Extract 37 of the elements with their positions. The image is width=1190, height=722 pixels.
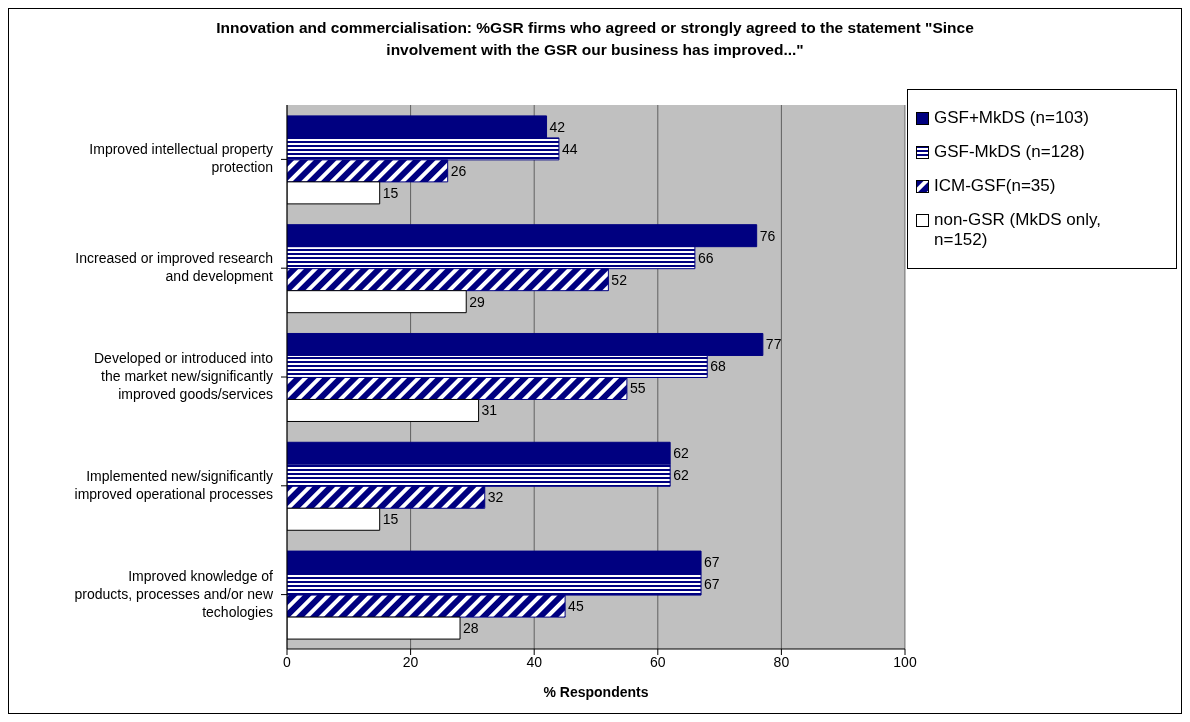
y-tick-label: Improved intellectual property protection [89,141,273,176]
x-tick-label: 20 [402,653,419,670]
legend-label: GSF+MkDS (n=103) [934,108,1090,128]
data-label: 67 [704,576,720,593]
data-label: 76 [759,227,776,244]
y-tick-label: Implemented new/significantly improved operational processes [74,467,273,502]
data-label: 45 [568,598,584,615]
data-label: 32 [487,489,504,506]
x-tick-label: 40 [526,653,543,670]
x-tick-label: 80 [773,653,790,670]
x-tick-label: 60 [650,653,666,670]
data-label: 15 [382,511,399,528]
legend-label: ICM-GSF(n=35) [934,176,1057,196]
data-label: 26 [450,162,467,179]
data-label: 42 [549,118,566,135]
data-label: 44 [561,140,578,157]
data-label: 62 [673,445,689,462]
x-axis-title: % Respondents [543,684,649,700]
data-label: 77 [765,336,782,353]
data-label: 55 [629,380,646,397]
y-tick-label: Developed or introduced into the market new/significantly improved goods/services [93,349,274,402]
data-label: 31 [481,402,498,419]
chart-title: Innovation and commercialisation: %GSR firms who agreed or strongly agreed to the statement "Since involvement with the GSR our business has improved..." [215,18,975,60]
data-label: 67 [704,554,720,571]
data-label: 62 [673,467,689,484]
data-label: 52 [611,271,628,288]
x-tick-label: 0 [283,653,292,670]
data-label: 66 [697,249,714,266]
data-label: 29 [469,293,486,310]
legend-label: non-GSR (MkDS only, n=152) [934,210,1102,250]
data-label: 28 [463,620,479,637]
data-label: 15 [382,184,399,201]
y-tick-label: Improved knowledge of products, processes and/or new techologies [74,567,274,620]
y-tick-label: Increased or improved research and development [75,249,274,284]
x-tick-label: 100 [893,653,917,670]
legend-label: GSF-MkDS (n=128) [934,142,1086,162]
data-label: 68 [710,358,727,375]
